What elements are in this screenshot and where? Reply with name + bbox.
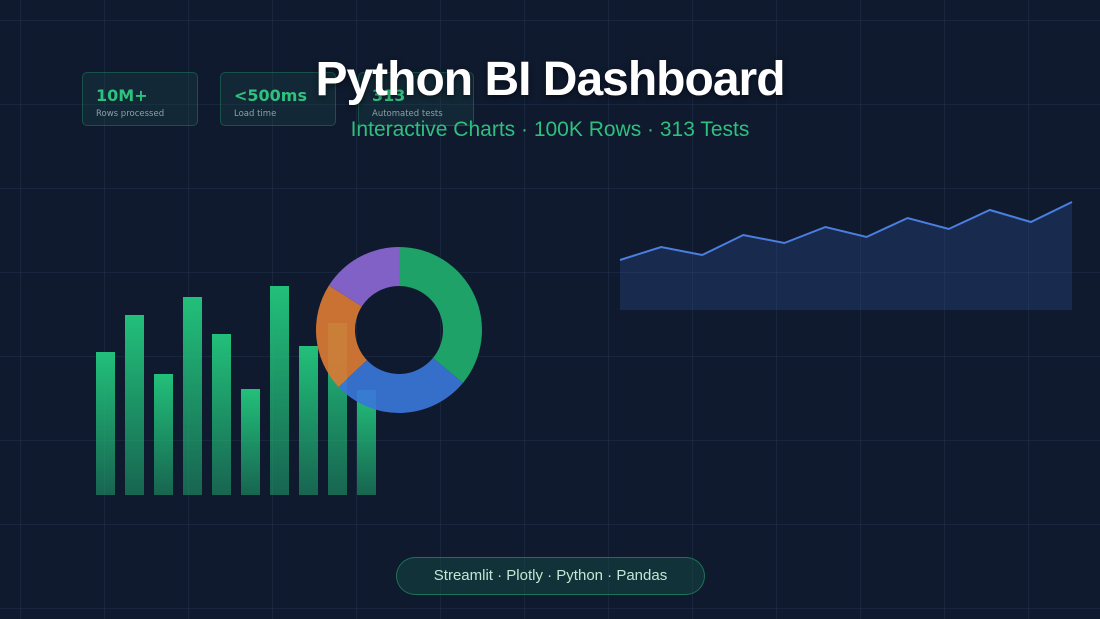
kpi-card: 313 Automated tests: [358, 72, 474, 126]
kpi-label: Load time: [234, 109, 277, 119]
kpi-label: Rows processed: [96, 109, 165, 119]
bar: [183, 297, 202, 495]
bar: [357, 390, 376, 495]
bar: [270, 286, 289, 495]
kpi-value: <500ms: [234, 86, 307, 105]
bar: [212, 334, 231, 495]
donut-segment: [399, 247, 482, 383]
tech-tag: Streamlit · Plotly · Python · Pandas: [396, 557, 705, 595]
line: [619, 201, 1073, 261]
kpi-value: 10M+: [96, 86, 148, 105]
donut-segment: [316, 285, 367, 387]
bar: [154, 374, 173, 495]
donut-segment: [328, 246, 399, 307]
bar: [125, 315, 144, 495]
kpi-value: 313: [372, 86, 406, 105]
subtitle: Interactive Charts · 100K Rows · 313 Tes…: [350, 118, 750, 141]
kpi-card: <500ms Load time: [220, 72, 336, 126]
donut-segment: [338, 358, 463, 413]
kpi-label: Automated tests: [372, 109, 443, 119]
bar: [96, 352, 115, 495]
bar: [241, 389, 260, 495]
bar: [299, 346, 318, 495]
title: Python BI Dashboard: [315, 53, 785, 106]
line-area: [620, 202, 1072, 310]
kpi-card: 10M+ Rows processed: [82, 72, 198, 126]
